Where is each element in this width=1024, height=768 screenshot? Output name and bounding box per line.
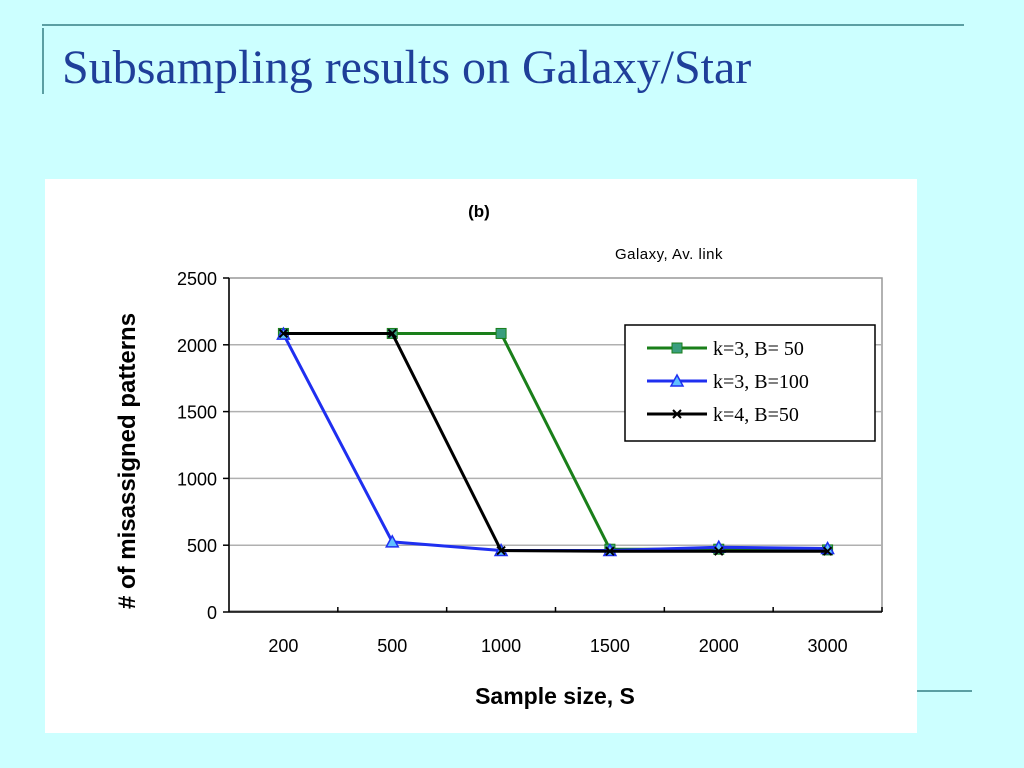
legend-label: k=3, B= 50	[713, 338, 804, 360]
legend-marker	[669, 373, 685, 387]
top-rule	[42, 24, 964, 26]
slide-title: Subsampling results on Galaxy/Star	[62, 41, 752, 94]
data-point	[387, 328, 397, 339]
x-tick-labels: 200 500 1000 1500 2000 3000	[268, 636, 847, 656]
legend-box	[624, 324, 876, 442]
x-marker-stroke	[822, 546, 833, 556]
legend-items: k=3, B= 50 k=3, B=100 k=4, B=50	[647, 338, 809, 426]
x-marker-stroke	[605, 546, 615, 556]
legend-label: k=4, B=50	[713, 404, 799, 426]
y-tick-label: 0	[207, 603, 217, 623]
series-line	[283, 331, 828, 553]
y-axis-label: # of misassigned patterns	[114, 313, 141, 609]
x-tick-label: 200	[268, 636, 298, 656]
legend-marker	[672, 409, 682, 419]
bottom-right-rule	[870, 690, 972, 692]
y-tick-label: 2000	[177, 336, 217, 356]
series-3	[278, 328, 833, 556]
x-tick-label: 2000	[699, 636, 739, 656]
legend-marker	[671, 342, 683, 354]
chart-title: (b)	[468, 202, 490, 221]
legend: k=3, B= 50 k=3, B=100 k=4, B=50	[624, 324, 876, 442]
data-point	[278, 328, 289, 339]
y-tick-label: 1500	[177, 403, 217, 423]
series-lines	[276, 326, 835, 557]
x-marker-stroke	[278, 328, 289, 339]
data-point	[496, 545, 506, 556]
legend-label: k=3, B=100	[713, 371, 809, 393]
y-tick-label: 2500	[177, 269, 217, 289]
x-marker-stroke	[496, 545, 506, 556]
x-tick-label: 1000	[481, 636, 521, 656]
x-axis-label: Sample size, S	[475, 683, 635, 709]
line-chart: (b) Galaxy, Av. link 0 500 1000 1500 2000 250…	[114, 202, 883, 709]
y-tick-label: 500	[187, 536, 217, 556]
y-tick-labels: 0 500 1000 1500 2000 2500	[177, 269, 217, 623]
x-marker-stroke	[387, 328, 397, 339]
data-point	[714, 546, 724, 556]
x-marker-stroke	[714, 546, 724, 556]
data-point	[384, 534, 400, 548]
legend-item-2: k=3, B=100	[647, 371, 809, 393]
legend-item-3: k=4, B=50	[647, 404, 799, 426]
x-tick-label: 1500	[590, 636, 630, 656]
data-point	[605, 546, 615, 556]
data-point	[495, 327, 507, 339]
chart-subtitle: Galaxy, Av. link	[615, 246, 723, 263]
x-marker-stroke	[672, 409, 682, 419]
y-tick-label: 1000	[177, 469, 217, 489]
x-tick-label: 500	[377, 636, 407, 656]
chart-panel: (b) Galaxy, Av. link 0 500 1000 1500 2000 250…	[45, 179, 917, 733]
left-rule	[42, 28, 44, 94]
legend-item-1: k=3, B= 50	[647, 338, 804, 360]
x-tick-label: 3000	[808, 636, 848, 656]
data-point	[822, 546, 833, 556]
